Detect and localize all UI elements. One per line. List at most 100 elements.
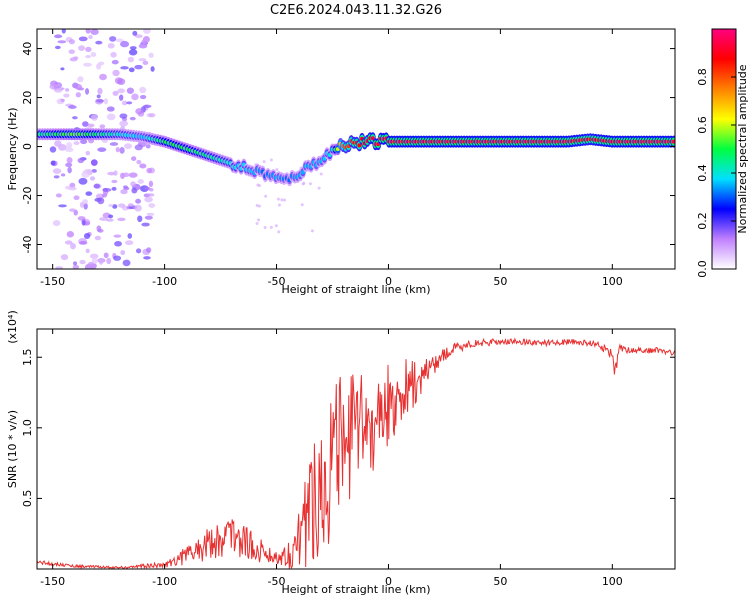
spectrum-blob — [77, 216, 86, 221]
spectrum-blob — [68, 186, 77, 191]
spectrum-blob — [66, 141, 73, 149]
spectrum-blob — [122, 172, 130, 178]
spectrum-blob — [127, 203, 134, 207]
spectrum-blob — [73, 56, 79, 60]
spectrum-blob — [276, 197, 280, 201]
spectrum-blob — [85, 29, 91, 34]
spectrum-blob — [83, 62, 92, 67]
spectrum-blob — [113, 170, 118, 176]
x-tick-label: -50 — [268, 275, 286, 288]
spectrum-blob — [302, 181, 306, 185]
spectrum-blob — [137, 178, 144, 185]
spectrum-blob — [137, 215, 143, 223]
spectrum-blob — [79, 259, 86, 265]
snr-frame — [36, 328, 676, 570]
spectrum-blob — [86, 123, 95, 128]
x-tick-label: -100 — [152, 275, 177, 288]
spectrogram-x-label: Height of straight line (km) — [281, 283, 430, 296]
spectrum-blob — [91, 114, 98, 121]
spectrum-blob — [134, 204, 142, 212]
spectrum-blob — [49, 83, 59, 90]
spectrum-blob — [124, 143, 132, 149]
spectrum-blob — [138, 58, 147, 62]
spectrum-blob — [109, 36, 117, 42]
spectrum-blob — [134, 34, 143, 39]
spectrum-blob — [142, 60, 149, 65]
spectrum-blob — [148, 180, 154, 188]
spectrum-blob — [99, 73, 107, 81]
spectrum-blob — [112, 204, 118, 209]
spectrum-blob — [136, 159, 142, 165]
spectrum-blob — [111, 186, 117, 191]
spectrum-blob — [128, 67, 135, 73]
spectrum-blob — [143, 256, 151, 260]
spectrum-blob — [96, 225, 102, 232]
spectrum-blob — [135, 198, 141, 204]
spectrum-blob — [119, 113, 128, 119]
spectrum-blob — [109, 142, 119, 146]
spectrum-blob — [81, 171, 90, 178]
spectrum-blob — [96, 63, 102, 70]
spectrum-blob — [131, 156, 137, 162]
spectrogram-panel: -150 -100 -50 0 50 100 -40 -20 0 20 40 Height of … — [6, 28, 676, 296]
spectrum-blob — [135, 185, 141, 190]
spectrum-blob — [139, 86, 147, 94]
ridge-core — [370, 136, 375, 141]
spectrogram-y-ticks: -40 -20 0 20 40 — [21, 42, 675, 253]
spectrum-blob — [66, 157, 73, 164]
spectrum-blob — [300, 203, 304, 207]
spectrum-blob — [317, 186, 321, 190]
spectrum-blob — [135, 108, 144, 115]
spectrum-blob — [85, 55, 91, 59]
spectrum-blob — [96, 99, 105, 103]
spectrum-blob — [127, 233, 133, 239]
spectrum-blob — [55, 193, 62, 198]
spectrum-blob — [80, 139, 88, 145]
spectrum-blob — [91, 257, 98, 264]
spectrum-blob — [132, 30, 138, 36]
ridge-core — [300, 170, 305, 175]
colorbar: 0.0 0.2 0.4 0.6 0.8 Normalized spectral ampl… — [696, 28, 749, 278]
x-tick-label: 50 — [493, 575, 507, 588]
spectrum-blob — [69, 208, 76, 212]
snr-series-line — [37, 337, 675, 569]
spectrum-blob — [55, 266, 63, 269]
spectrum-blob — [275, 168, 279, 172]
spectrum-blob — [319, 172, 323, 176]
spectrum-blob — [64, 147, 74, 153]
spectrum-blob — [85, 88, 90, 95]
x-tick-label: 100 — [602, 275, 623, 288]
spectrogram-frame — [36, 28, 676, 270]
spectrum-blob — [73, 195, 80, 201]
spectrum-blob — [269, 158, 273, 162]
colorbar-label: Normalized spectral amplitude — [736, 64, 749, 233]
spectrum-blob — [89, 253, 99, 259]
x-tick-label: -50 — [268, 575, 286, 588]
spectrum-blob — [138, 43, 148, 49]
spectrum-blob — [118, 203, 126, 208]
spectrum-blob — [150, 66, 155, 72]
spectrum-blob — [111, 59, 119, 65]
spectrum-blob — [117, 78, 126, 85]
spectrum-blob — [141, 39, 146, 46]
spectrum-blob — [74, 83, 83, 90]
y-tick-label: 1.5 — [21, 348, 34, 366]
spectrum-blob — [97, 147, 107, 152]
spectrum-blob — [108, 214, 114, 219]
spectrum-blob — [257, 218, 261, 222]
spectrum-blob — [149, 188, 154, 192]
spectrum-blob — [142, 104, 152, 108]
snr-y-multiplier: (x10⁴) — [6, 310, 19, 344]
x-tick-label: 100 — [602, 575, 623, 588]
spectrum-blob — [119, 120, 129, 127]
spectrum-blob — [148, 203, 156, 208]
spectrum-blob — [78, 36, 88, 42]
spectrum-blob — [111, 179, 118, 184]
spectrum-blob — [125, 240, 134, 246]
spectrum-blob — [256, 183, 260, 187]
spectrum-blob — [107, 42, 115, 49]
spectrum-blob — [78, 177, 88, 185]
spectrogram-y-label: Frequency (Hz) — [6, 108, 19, 191]
spectrum-blob — [277, 203, 281, 207]
spectrum-blob — [99, 217, 108, 221]
